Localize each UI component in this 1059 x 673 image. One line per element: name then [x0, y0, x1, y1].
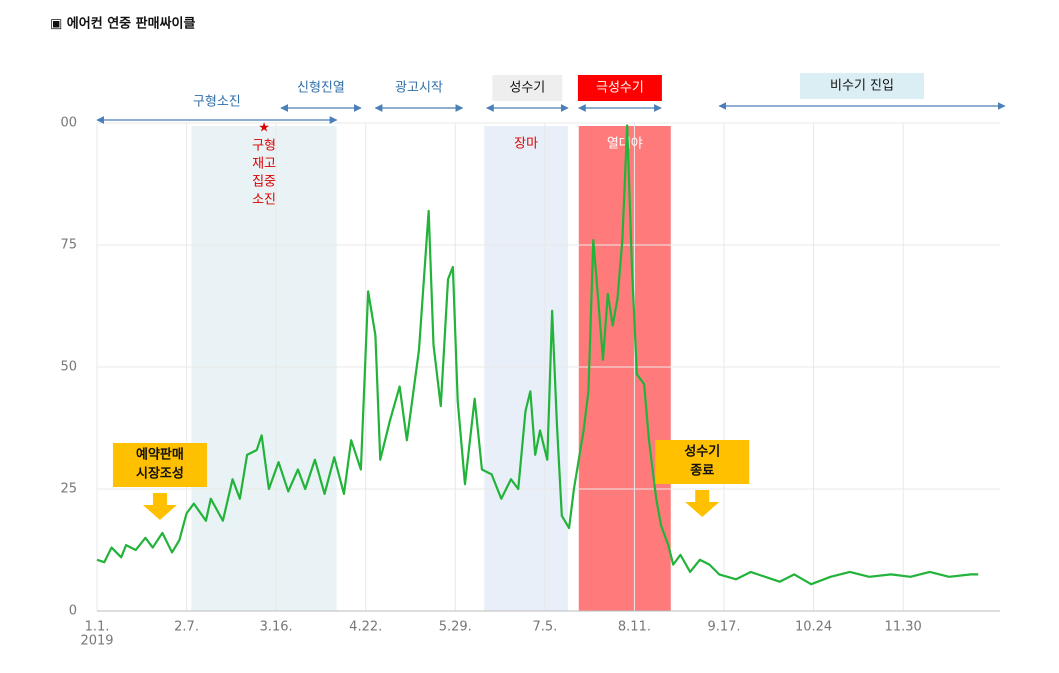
- callout-arrow: [142, 493, 177, 520]
- x-tick-label: 3.16.: [260, 620, 293, 635]
- note-line: 구형: [252, 139, 276, 154]
- callout-box: [655, 440, 750, 484]
- period-label: 극성수기: [596, 81, 644, 96]
- x-tick-label: 9.17.: [707, 620, 740, 635]
- y-tick-label: 0: [69, 604, 77, 619]
- x-tick-label: 5.29.: [439, 620, 472, 635]
- note-line: 집중: [252, 175, 276, 190]
- band-label: 열대야: [607, 137, 643, 152]
- y-tick-label: 00: [60, 116, 77, 131]
- x-tick-label: 10.24: [795, 620, 832, 635]
- band: [191, 126, 337, 611]
- y-tick-label: 25: [60, 482, 77, 497]
- x-tick-label: 4.22.: [349, 620, 382, 635]
- note-line: 재고: [252, 157, 276, 172]
- period-box: [577, 75, 662, 101]
- callout-box: [112, 443, 207, 487]
- x-tick-label: 1.1.: [85, 620, 110, 635]
- x-tick-label: 7.5.: [532, 620, 557, 635]
- y-tick-label: 50: [60, 360, 77, 375]
- chart-title: ▣ 에어컨 연중 판매싸이클: [50, 16, 196, 32]
- period-label: 구형소진: [193, 95, 241, 110]
- period-label: 광고시작: [395, 81, 443, 96]
- note-star: ★: [258, 121, 270, 136]
- series-line: [96, 124, 979, 586]
- x-tick-label: 11.30: [885, 620, 922, 635]
- callout-line: 성수기: [684, 445, 720, 460]
- callout-line: 예약판매: [136, 447, 184, 463]
- period-label: 성수기: [509, 81, 545, 96]
- y-tick-label: 75: [60, 238, 77, 253]
- callout-line: 시장조성: [136, 466, 184, 482]
- band-label: 장마: [514, 137, 538, 152]
- period-box: [492, 75, 563, 101]
- callout-line: 종료: [690, 464, 714, 479]
- period-label: 비수기 진입: [830, 79, 894, 94]
- x-tick-label: 8.11.: [618, 620, 651, 635]
- period-label: 신형진열: [297, 81, 345, 96]
- note-line: 소진: [252, 193, 276, 208]
- callout-arrow: [685, 490, 720, 517]
- period-box: [800, 73, 925, 99]
- x-tick-label: 2.7.: [174, 620, 199, 635]
- year-label: 2019: [80, 634, 113, 649]
